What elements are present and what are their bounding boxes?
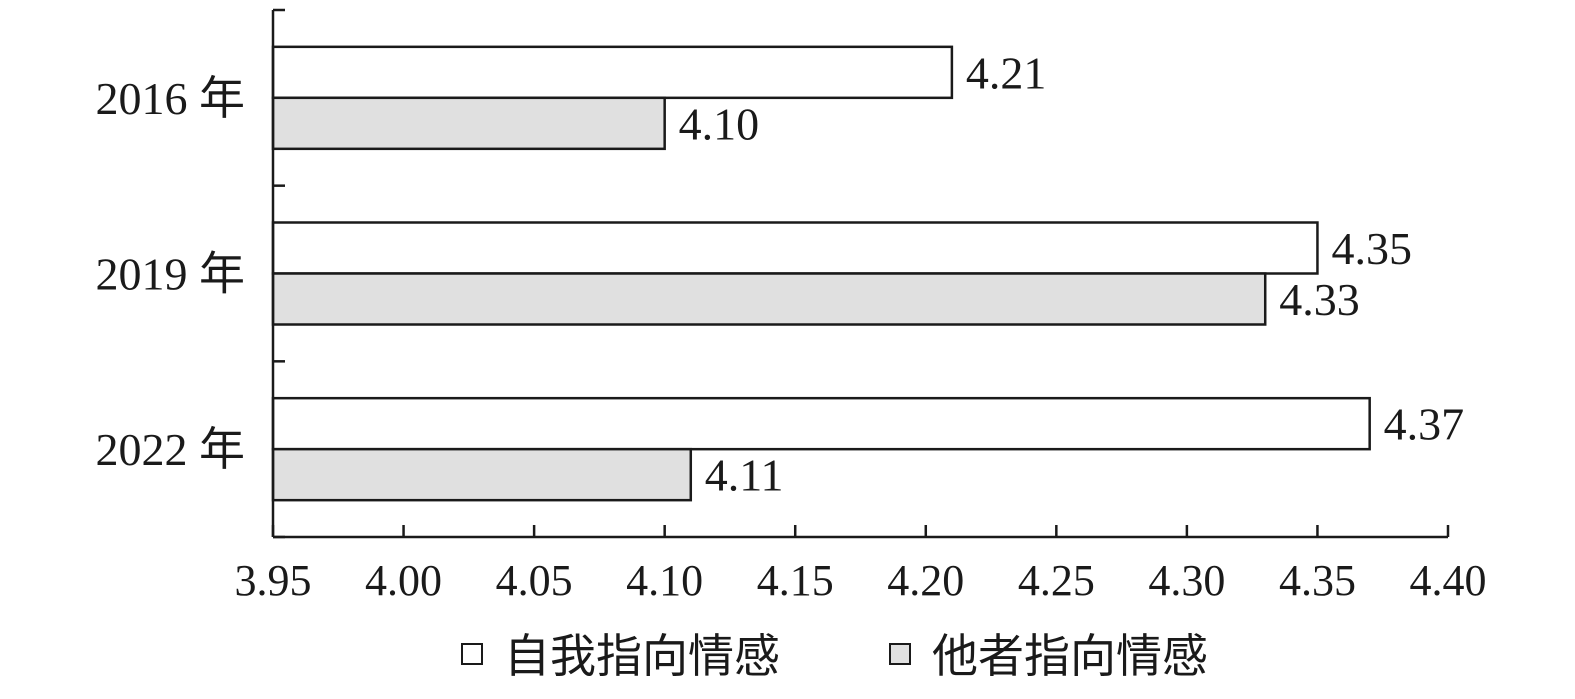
bar-self-1 <box>271 221 1319 275</box>
bar-other-1 <box>271 272 1267 326</box>
data-label: 4.35 <box>1331 223 1412 274</box>
bar-self-2 <box>271 396 1371 451</box>
x-tick-label: 4.10 <box>626 556 703 605</box>
x-tick-label: 4.05 <box>496 556 573 605</box>
x-tick-label: 4.20 <box>887 556 964 605</box>
data-label: 4.10 <box>679 98 760 149</box>
category-label: 2016 年 <box>96 73 246 124</box>
x-tick-label: 4.40 <box>1410 556 1487 605</box>
x-tick-label: 3.95 <box>235 556 312 605</box>
x-tick-label: 4.35 <box>1279 556 1356 605</box>
x-tick-label: 4.00 <box>365 556 442 605</box>
x-tick-label: 4.15 <box>757 556 834 605</box>
legend-label: 自我指向情感 <box>504 631 780 682</box>
bar-other-0 <box>271 96 666 151</box>
legend-swatch-1 <box>889 643 911 665</box>
x-tick-label: 4.30 <box>1148 556 1225 605</box>
bar-self-0 <box>271 45 954 100</box>
data-label: 4.37 <box>1384 399 1465 450</box>
category-label: 2022 年 <box>96 424 246 475</box>
x-tick-label: 4.25 <box>1018 556 1095 605</box>
legend-swatch-0 <box>461 643 483 665</box>
data-label: 4.33 <box>1279 274 1360 325</box>
data-label: 4.11 <box>705 450 784 501</box>
legend-label: 他者指向情感 <box>932 631 1208 682</box>
category-label: 2019 年 <box>96 249 246 300</box>
data-label: 4.21 <box>966 47 1047 98</box>
bar-other-2 <box>271 447 693 502</box>
